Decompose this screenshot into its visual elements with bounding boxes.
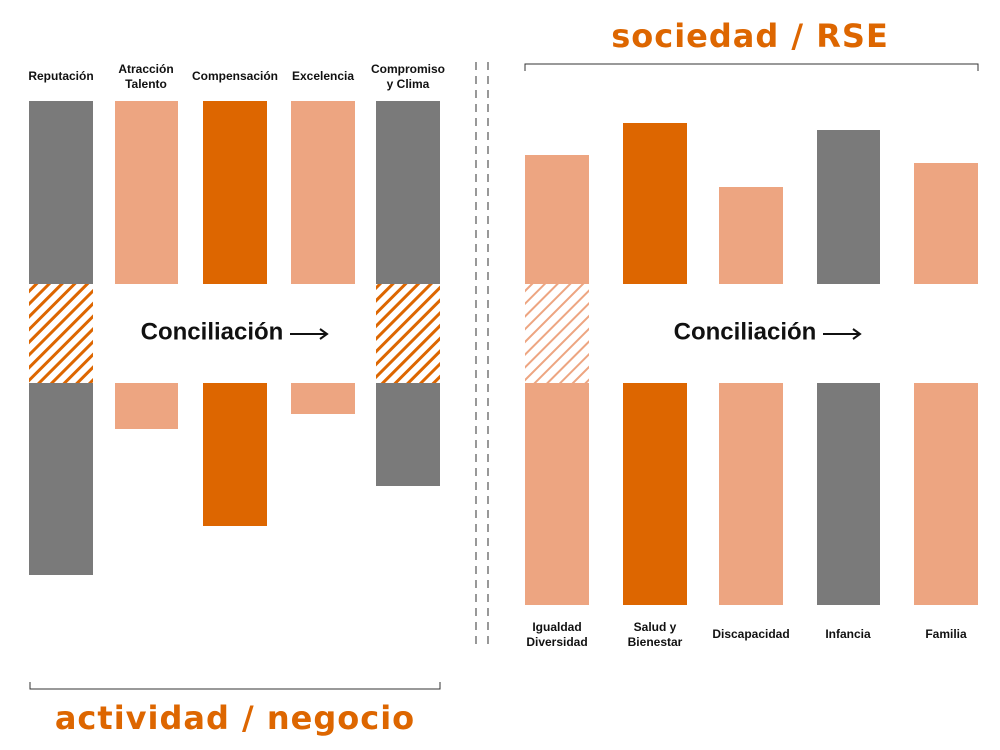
middle-label: Conciliación: [141, 318, 284, 345]
hatch: [525, 284, 589, 383]
category-label: Atracción: [118, 62, 173, 76]
heading: sociedad / RSE: [611, 17, 889, 55]
bar: [376, 383, 440, 486]
category-label: Infancia: [825, 627, 871, 641]
bar: [203, 101, 267, 284]
bar: [376, 101, 440, 284]
bar: [115, 101, 178, 284]
bar: [817, 130, 880, 284]
category-label: Discapacidad: [712, 627, 789, 641]
bar: [29, 383, 93, 575]
category-label: Diversidad: [526, 635, 587, 649]
arrows: [290, 328, 862, 340]
category-label: Salud y: [634, 620, 677, 634]
bar: [525, 155, 589, 284]
bar: [719, 383, 783, 605]
bar: [914, 383, 978, 605]
bar: [719, 187, 783, 284]
category-label: Compensación: [192, 69, 278, 83]
bar: [525, 383, 589, 605]
bar: [817, 383, 880, 605]
category-label: Igualdad: [532, 620, 581, 634]
category-label: Excelencia: [292, 69, 354, 83]
bar: [291, 383, 355, 414]
bar: [291, 101, 355, 284]
category-label: y Clima: [387, 77, 430, 91]
category-label: Bienestar: [628, 635, 683, 649]
brackets: [29, 63, 979, 690]
bar: [29, 101, 93, 284]
category-label: Familia: [925, 627, 967, 641]
divider: [475, 62, 489, 650]
category-label: Compromiso: [371, 62, 445, 76]
hatch: [376, 284, 440, 383]
bar: [623, 383, 687, 605]
category-label: Reputación: [28, 69, 93, 83]
bar: [203, 383, 267, 526]
bar: [623, 123, 687, 284]
left-bars: [29, 101, 440, 575]
bar: [115, 383, 178, 429]
category-label: Talento: [125, 77, 167, 91]
hatch: [29, 284, 93, 383]
right-bars: [525, 123, 978, 605]
heading: actividad / negocio: [55, 699, 415, 737]
middle-label: Conciliación: [674, 318, 817, 345]
bar: [914, 163, 978, 284]
